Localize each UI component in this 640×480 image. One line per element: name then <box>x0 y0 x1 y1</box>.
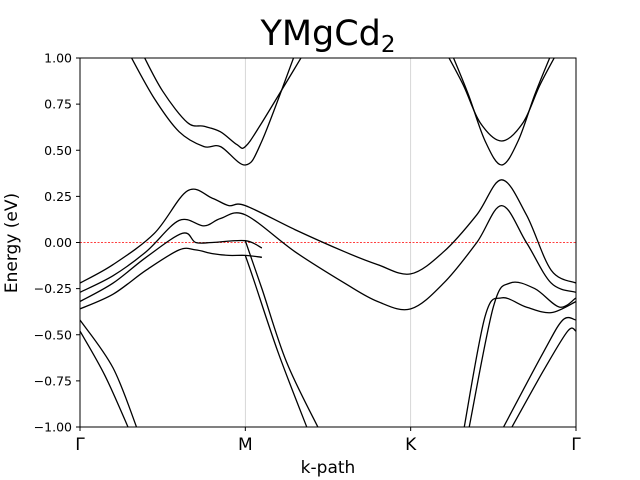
x-axis-label: k-path <box>300 458 356 478</box>
band-4 <box>448 58 555 142</box>
y-tick-label-2: 0.50 <box>44 143 72 158</box>
x-tick-label-Γ: Γ <box>571 435 581 455</box>
band-9 <box>80 319 138 427</box>
x-tick-label-Γ: Γ <box>75 435 85 455</box>
y-tick-label-8: −1.00 <box>34 420 72 435</box>
band-10 <box>80 330 129 427</box>
band-11 <box>244 240 319 427</box>
y-tick-label-6: −0.50 <box>34 327 72 342</box>
band-13 <box>468 281 576 427</box>
band-6 <box>80 204 576 311</box>
chart-title: YMgCd2 <box>260 14 396 58</box>
y-tick-label-1: 0.75 <box>44 97 72 112</box>
x-tick-label-M: M <box>238 435 253 455</box>
band-2 <box>143 58 302 149</box>
x-tick-label-K: K <box>405 435 417 455</box>
band-12 <box>244 255 308 427</box>
band-16 <box>511 327 576 427</box>
band-1 <box>130 58 295 166</box>
band-5 <box>80 179 576 284</box>
y-tick-label-7: −0.75 <box>34 373 72 388</box>
y-tick-label-0: 1.00 <box>44 51 72 66</box>
chart-title-subscript: 2 <box>380 32 396 58</box>
y-tick-label-4: 0.00 <box>44 235 72 250</box>
band-8 <box>80 247 262 310</box>
band-15 <box>502 316 576 427</box>
band-7 <box>80 232 263 303</box>
y-tick-label-5: −0.25 <box>34 281 72 296</box>
band-14 <box>463 297 576 427</box>
y-tick-label-3: 0.25 <box>44 189 72 204</box>
band-3 <box>452 58 551 166</box>
